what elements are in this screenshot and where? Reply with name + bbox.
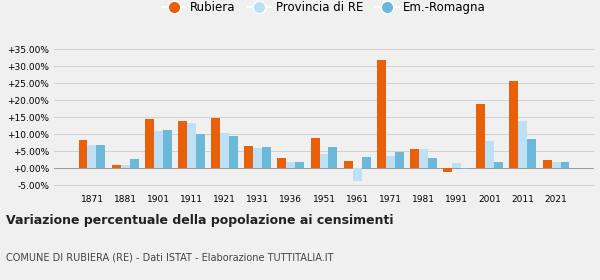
- Bar: [377, 60, 386, 168]
- Bar: [97, 145, 106, 168]
- Bar: [419, 149, 428, 168]
- Bar: [527, 139, 536, 168]
- Bar: [344, 161, 353, 168]
- Bar: [229, 136, 238, 168]
- Bar: [121, 165, 130, 168]
- Bar: [452, 162, 461, 168]
- Bar: [130, 159, 139, 168]
- Bar: [551, 162, 560, 168]
- Bar: [320, 154, 328, 168]
- Bar: [88, 145, 97, 168]
- Bar: [494, 162, 503, 168]
- Bar: [79, 140, 88, 168]
- Bar: [286, 162, 295, 168]
- Bar: [509, 81, 518, 168]
- Bar: [220, 133, 229, 168]
- Bar: [244, 146, 253, 168]
- Bar: [187, 123, 196, 168]
- Bar: [395, 152, 404, 168]
- Bar: [443, 168, 452, 172]
- Bar: [196, 134, 205, 168]
- Bar: [145, 119, 154, 168]
- Bar: [485, 141, 494, 168]
- Bar: [295, 162, 304, 168]
- Bar: [253, 148, 262, 168]
- Text: COMUNE DI RUBIERA (RE) - Dati ISTAT - Elaborazione TUTTITALIA.IT: COMUNE DI RUBIERA (RE) - Dati ISTAT - El…: [6, 252, 334, 262]
- Bar: [428, 158, 437, 168]
- Legend: Rubiera, Provincia di RE, Em.-Romagna: Rubiera, Provincia di RE, Em.-Romagna: [157, 0, 491, 19]
- Bar: [518, 122, 527, 168]
- Bar: [112, 165, 121, 168]
- Bar: [560, 162, 569, 168]
- Bar: [542, 160, 551, 168]
- Bar: [311, 138, 320, 168]
- Bar: [211, 118, 220, 168]
- Bar: [353, 168, 362, 181]
- Bar: [154, 131, 163, 168]
- Bar: [262, 147, 271, 168]
- Bar: [386, 157, 395, 168]
- Bar: [178, 121, 187, 168]
- Bar: [277, 158, 286, 168]
- Bar: [476, 104, 485, 168]
- Bar: [328, 147, 337, 168]
- Bar: [410, 149, 419, 168]
- Text: Variazione percentuale della popolazione ai censimenti: Variazione percentuale della popolazione…: [6, 214, 394, 227]
- Bar: [362, 157, 371, 168]
- Bar: [163, 130, 172, 168]
- Bar: [461, 168, 470, 169]
